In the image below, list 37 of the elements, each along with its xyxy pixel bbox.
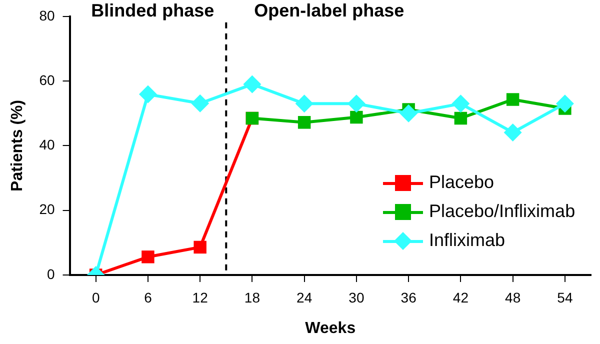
annotation: Blinded phase bbox=[91, 0, 214, 20]
y-axis-title: Patients (%) bbox=[9, 100, 26, 192]
x-tick-label: 12 bbox=[192, 289, 208, 306]
y-tick-label: 0 bbox=[46, 266, 55, 282]
x-tick-label: 54 bbox=[557, 289, 573, 306]
x-tick-label: 6 bbox=[144, 289, 152, 306]
legend-label: Placebo bbox=[429, 172, 494, 193]
legend-label: Infliximab bbox=[429, 230, 506, 251]
x-tick-label: 42 bbox=[452, 289, 469, 306]
x-tick-label: 30 bbox=[348, 289, 364, 306]
legend-label: Placebo/Infliximab bbox=[429, 201, 576, 222]
point bbox=[295, 94, 314, 113]
point bbox=[194, 240, 206, 254]
x-axis-title: Weeks bbox=[305, 320, 356, 337]
point bbox=[350, 110, 363, 124]
point bbox=[298, 116, 311, 129]
y-tick-label: 60 bbox=[39, 72, 55, 88]
x-tick-label: 24 bbox=[296, 289, 312, 306]
x-tick-label: 48 bbox=[505, 289, 521, 306]
x-tick-label: 36 bbox=[400, 289, 417, 306]
point bbox=[504, 123, 522, 142]
point bbox=[191, 94, 210, 112]
point bbox=[506, 93, 520, 106]
y-tick-label: 80 bbox=[39, 7, 55, 24]
annotation: Open-label phase bbox=[254, 0, 404, 20]
point bbox=[347, 94, 366, 113]
x-tick-label: 0 bbox=[92, 289, 100, 306]
y-tick-label: 40 bbox=[39, 136, 55, 153]
point bbox=[243, 75, 262, 94]
point bbox=[452, 94, 470, 113]
point bbox=[556, 94, 574, 113]
point bbox=[454, 112, 468, 125]
y-tick-label: 20 bbox=[39, 201, 55, 218]
point bbox=[400, 104, 418, 122]
point bbox=[142, 250, 154, 264]
point bbox=[138, 85, 157, 104]
x-tick-label: 18 bbox=[244, 289, 260, 306]
